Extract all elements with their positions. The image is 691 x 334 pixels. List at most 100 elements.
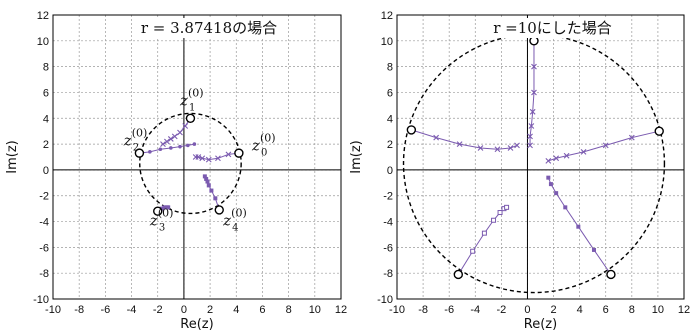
data-point [205, 156, 212, 163]
root-label-base: z [222, 211, 231, 229]
data-point [202, 174, 207, 179]
y-tick-label: 4 [43, 113, 49, 125]
x-tick-label: 12 [335, 304, 347, 316]
x-tick-label: 10 [309, 304, 321, 316]
root-label-sup: (0) [231, 206, 247, 219]
data-point [531, 89, 537, 96]
data-point [192, 142, 197, 146]
x-tick-label: 6 [259, 304, 265, 316]
data-point [491, 217, 497, 223]
title-backing [478, 18, 627, 38]
y-tick-label: -6 [383, 242, 393, 254]
data-point [527, 133, 533, 140]
x-tick-label: 4 [233, 304, 239, 316]
root-label-sub: 1 [189, 102, 195, 113]
chart-panel-r-3-87418: -10 -8 -6 -4 -2 0 2 4 6 8 10 12-10-8-6-4-2024681012… [5, 10, 347, 332]
y-tick-label: -6 [39, 242, 49, 254]
start-point [214, 205, 224, 215]
root-label-base: z [149, 211, 158, 229]
data-point [545, 157, 552, 164]
chart-panel-r-10: -10 -8 -6 -4 -2 0 2 4 6 8 10 12 -10 -8 -6 -4 -2 0 2 4 6 8 10 12… [349, 10, 690, 332]
data-point [628, 134, 635, 141]
root-label-sub: 2 [133, 142, 139, 153]
y-axis-label: Im(z) [5, 140, 20, 173]
start-point [453, 269, 464, 280]
data-point [528, 123, 535, 129]
data-point [504, 204, 510, 210]
x-tick-label: -6 [444, 304, 454, 316]
y-tick-label: 0 [387, 165, 393, 177]
x-tick-label: -2 [153, 304, 163, 316]
data-point [225, 151, 232, 158]
data-point [507, 145, 514, 151]
y-tick-label: -2 [39, 191, 49, 203]
data-point [494, 146, 501, 153]
data-point [204, 176, 209, 181]
y-tick-label: -8 [39, 268, 49, 280]
root-label-sup: (0) [158, 206, 174, 219]
y-tick-label: 12 [37, 10, 49, 22]
data-point [178, 144, 182, 149]
data-point [433, 134, 440, 141]
data-point [554, 191, 559, 196]
data-point [546, 175, 551, 180]
y-tick-label: 4 [387, 113, 393, 125]
root-label-sup: (0) [260, 132, 276, 145]
chart-title: r = 3.87418の場合 [141, 19, 277, 37]
data-point [169, 146, 173, 150]
data-point [171, 133, 178, 140]
plot-area [397, 15, 684, 299]
data-point [209, 188, 214, 193]
y-tick-label: 2 [43, 139, 49, 151]
data-point [206, 183, 211, 188]
start-point [406, 125, 417, 135]
dashed-circle [139, 112, 242, 215]
root-label-sup: (0) [132, 126, 148, 139]
data-point [548, 182, 553, 187]
data-point [531, 63, 537, 70]
data-point [470, 248, 476, 254]
y-tick-label: 0 [43, 165, 49, 177]
data-point [205, 179, 210, 184]
x-tick-label: -8 [418, 304, 428, 316]
chart-title: r =10にした場合 [493, 19, 612, 37]
data-point [553, 155, 560, 162]
x-tick-label: -4 [127, 304, 137, 316]
data-point [164, 138, 170, 145]
data-point [215, 155, 221, 162]
data-point [199, 155, 206, 162]
y-tick-label: -2 [383, 191, 393, 203]
y-tick-label: 6 [387, 87, 393, 99]
root-label-sub: 0 [261, 148, 267, 159]
start-point [134, 148, 145, 158]
data-point [186, 143, 190, 148]
title-backing [135, 18, 283, 38]
x-tick-label: -4 [470, 304, 480, 316]
data-point [182, 123, 189, 129]
y-tick-label: 2 [387, 139, 393, 151]
root-label-sub: 3 [159, 222, 165, 233]
data-point [481, 230, 487, 236]
start-point [153, 206, 163, 216]
x-tick-label: 2 [550, 304, 556, 316]
data-point [563, 205, 568, 210]
data-point [166, 205, 171, 210]
start-point [606, 269, 616, 280]
data-point [162, 205, 167, 210]
y-tick-label: -10 [33, 294, 49, 306]
root-label-base: z [179, 91, 188, 109]
y-axis-label: Im(z) [349, 140, 364, 173]
x-tick-label: 8 [629, 304, 635, 316]
data-point [456, 141, 463, 147]
y-tick-label: 12 [381, 10, 393, 22]
data-point [514, 142, 520, 149]
data-point [192, 154, 199, 160]
y-tick-label: -8 [383, 268, 393, 280]
data-point [213, 196, 218, 201]
data-point [160, 141, 166, 147]
data-point [527, 142, 533, 149]
y-tick-label: 6 [43, 87, 49, 99]
data-point [580, 148, 587, 155]
x-axis-label: Re(z) [180, 317, 213, 332]
